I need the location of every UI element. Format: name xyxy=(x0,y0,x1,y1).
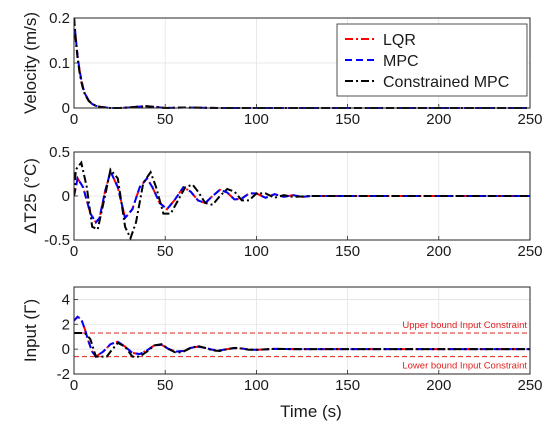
y-tick-label: 0.5 xyxy=(49,144,70,161)
y-axis-label: Velocity (m/s) xyxy=(21,12,40,114)
y-axis-label: ΔT25 (°C) xyxy=(21,158,40,234)
x-tick-label: 0 xyxy=(70,111,78,128)
y-tick-label: -0.5 xyxy=(44,232,70,249)
series-line-constrained-mpc xyxy=(74,332,530,358)
x-tick-label: 0 xyxy=(70,243,78,260)
x-tick-label: 50 xyxy=(157,111,174,128)
y-tick-label: 2 xyxy=(62,316,70,333)
x-tick-label: 200 xyxy=(426,111,451,128)
legend-label: MPC xyxy=(383,53,419,70)
x-tick-label: 50 xyxy=(157,377,174,394)
axes-box xyxy=(73,286,531,375)
x-tick-label: 100 xyxy=(244,111,269,128)
series-line-constrained-mpc xyxy=(74,160,530,241)
subplot-3: Upper bound Input Constraint Lower bound … xyxy=(21,286,543,394)
x-tick-label: 150 xyxy=(335,377,360,394)
y-tick-label: 0 xyxy=(62,188,70,205)
x-tick-label: 250 xyxy=(517,377,542,394)
y-axis-label: Input (Γ) xyxy=(21,299,40,362)
x-axis-label: Time (s) xyxy=(280,402,342,421)
y-tick-label: 0 xyxy=(62,100,70,117)
x-tick-label: 250 xyxy=(517,243,542,260)
y-tick-label: 0.1 xyxy=(49,55,70,72)
x-tick-label: 200 xyxy=(426,243,451,260)
y-tick-label: -2 xyxy=(57,366,70,383)
x-tick-label: 100 xyxy=(244,377,269,394)
x-tick-label: 150 xyxy=(335,243,360,260)
y-tick-label: 0.2 xyxy=(49,10,70,27)
y-tick-label: 0 xyxy=(62,341,70,358)
y-tick-label: 4 xyxy=(62,291,70,308)
x-tick-label: 150 xyxy=(335,111,360,128)
x-tick-label: 0 xyxy=(70,377,78,394)
x-tick-label: 100 xyxy=(244,243,269,260)
x-tick-label: 250 xyxy=(517,111,542,128)
subplot-1: 0 50 100 150 200 250 0 0.1 0.2 Velocity (m/s) LQR M… xyxy=(21,10,543,128)
constraint-bound-label: Lower bound Input Constraint xyxy=(402,361,527,372)
x-tick-label: 50 xyxy=(157,243,174,260)
legend-label: Constrained MPC xyxy=(383,74,509,91)
x-tick-label: 200 xyxy=(426,377,451,394)
legend: LQR MPC Constrained MPC xyxy=(336,23,528,97)
plot-area xyxy=(74,287,530,374)
legend-label: LQR xyxy=(383,32,416,49)
constraint-bound-label: Upper bound Input Constraint xyxy=(402,320,527,331)
